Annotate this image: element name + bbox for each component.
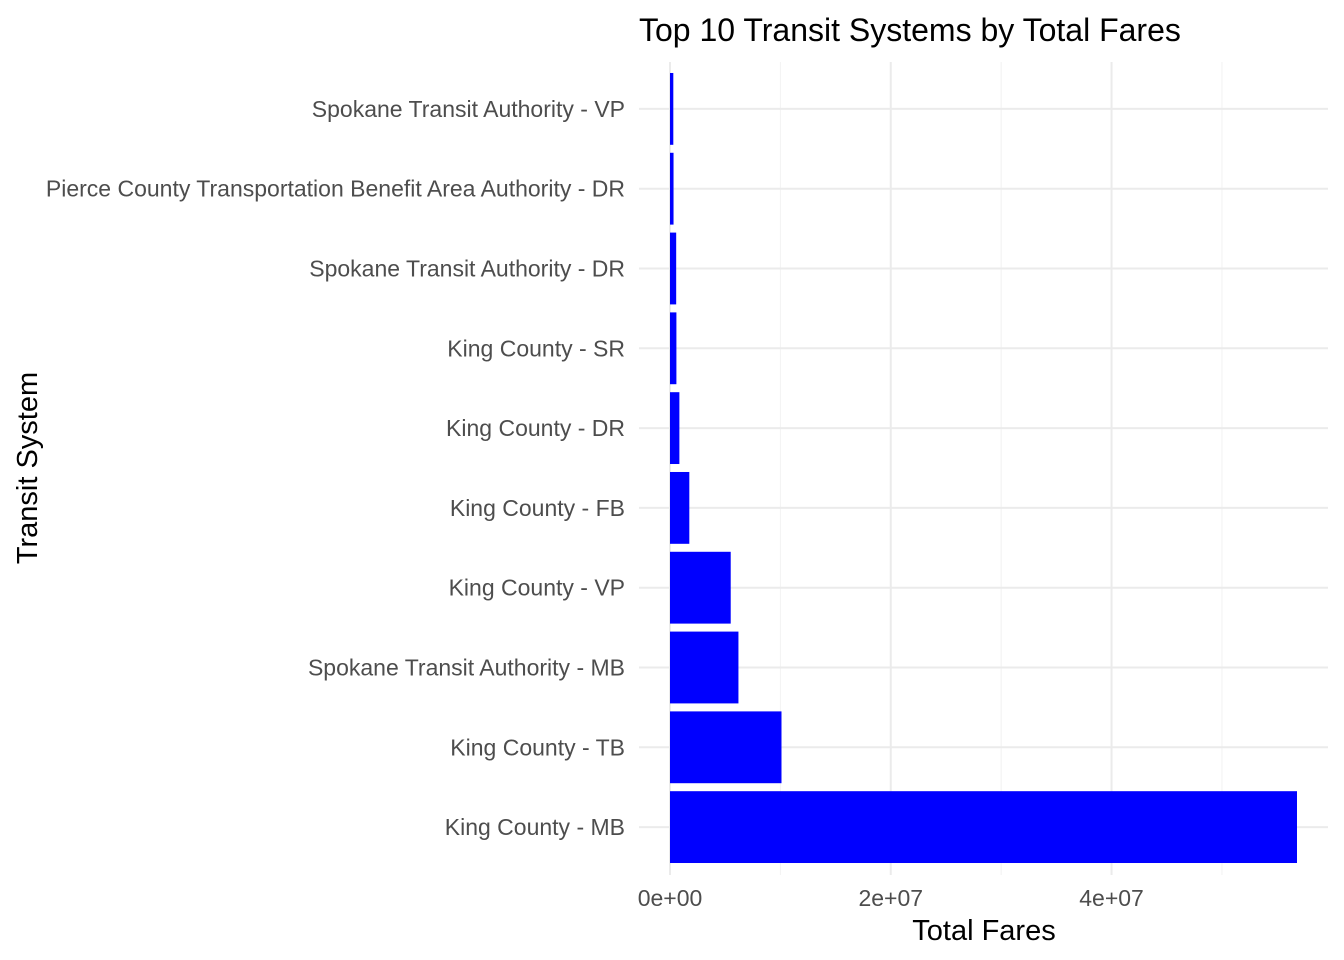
- bar: [670, 711, 782, 784]
- x-tick-label: 2e+07: [858, 885, 923, 911]
- y-tick-label: Pierce County Transportation Benefit Are…: [46, 176, 625, 202]
- y-tick-label: King County - MB: [445, 814, 625, 840]
- bar: [670, 631, 739, 704]
- y-tick-label: Spokane Transit Authority - MB: [308, 655, 625, 681]
- y-tick-label: King County - SR: [447, 335, 625, 361]
- bar: [670, 152, 674, 225]
- y-tick-label: King County - DR: [446, 415, 625, 441]
- chart-title: Top 10 Transit Systems by Total Fares: [639, 12, 1181, 48]
- bars: [670, 72, 1297, 864]
- bar: [670, 471, 690, 544]
- y-tick-label: King County - FB: [450, 495, 625, 521]
- y-axis-title: Transit System: [12, 372, 44, 564]
- x-tick-label: 0e+00: [638, 885, 703, 911]
- bar: [670, 551, 731, 624]
- bar: [670, 72, 674, 145]
- bar: [670, 312, 677, 385]
- grid-lines: [639, 62, 1328, 875]
- y-tick-label: Spokane Transit Authority - VP: [312, 96, 625, 122]
- bar: [670, 791, 1297, 864]
- y-tick-label: Spokane Transit Authority - DR: [309, 256, 625, 282]
- y-tick-label: King County - TB: [450, 734, 625, 760]
- x-tick-labels: 0e+00 2e+07 4e+07: [638, 885, 1144, 911]
- bar: [670, 392, 680, 465]
- y-tick-labels: King County - MB King County - TB Spokane …: [46, 96, 625, 840]
- x-axis-title: Total Fares: [912, 915, 1055, 947]
- bar: [670, 232, 677, 305]
- x-tick-label: 4e+07: [1079, 885, 1144, 911]
- y-tick-label: King County - VP: [449, 575, 625, 601]
